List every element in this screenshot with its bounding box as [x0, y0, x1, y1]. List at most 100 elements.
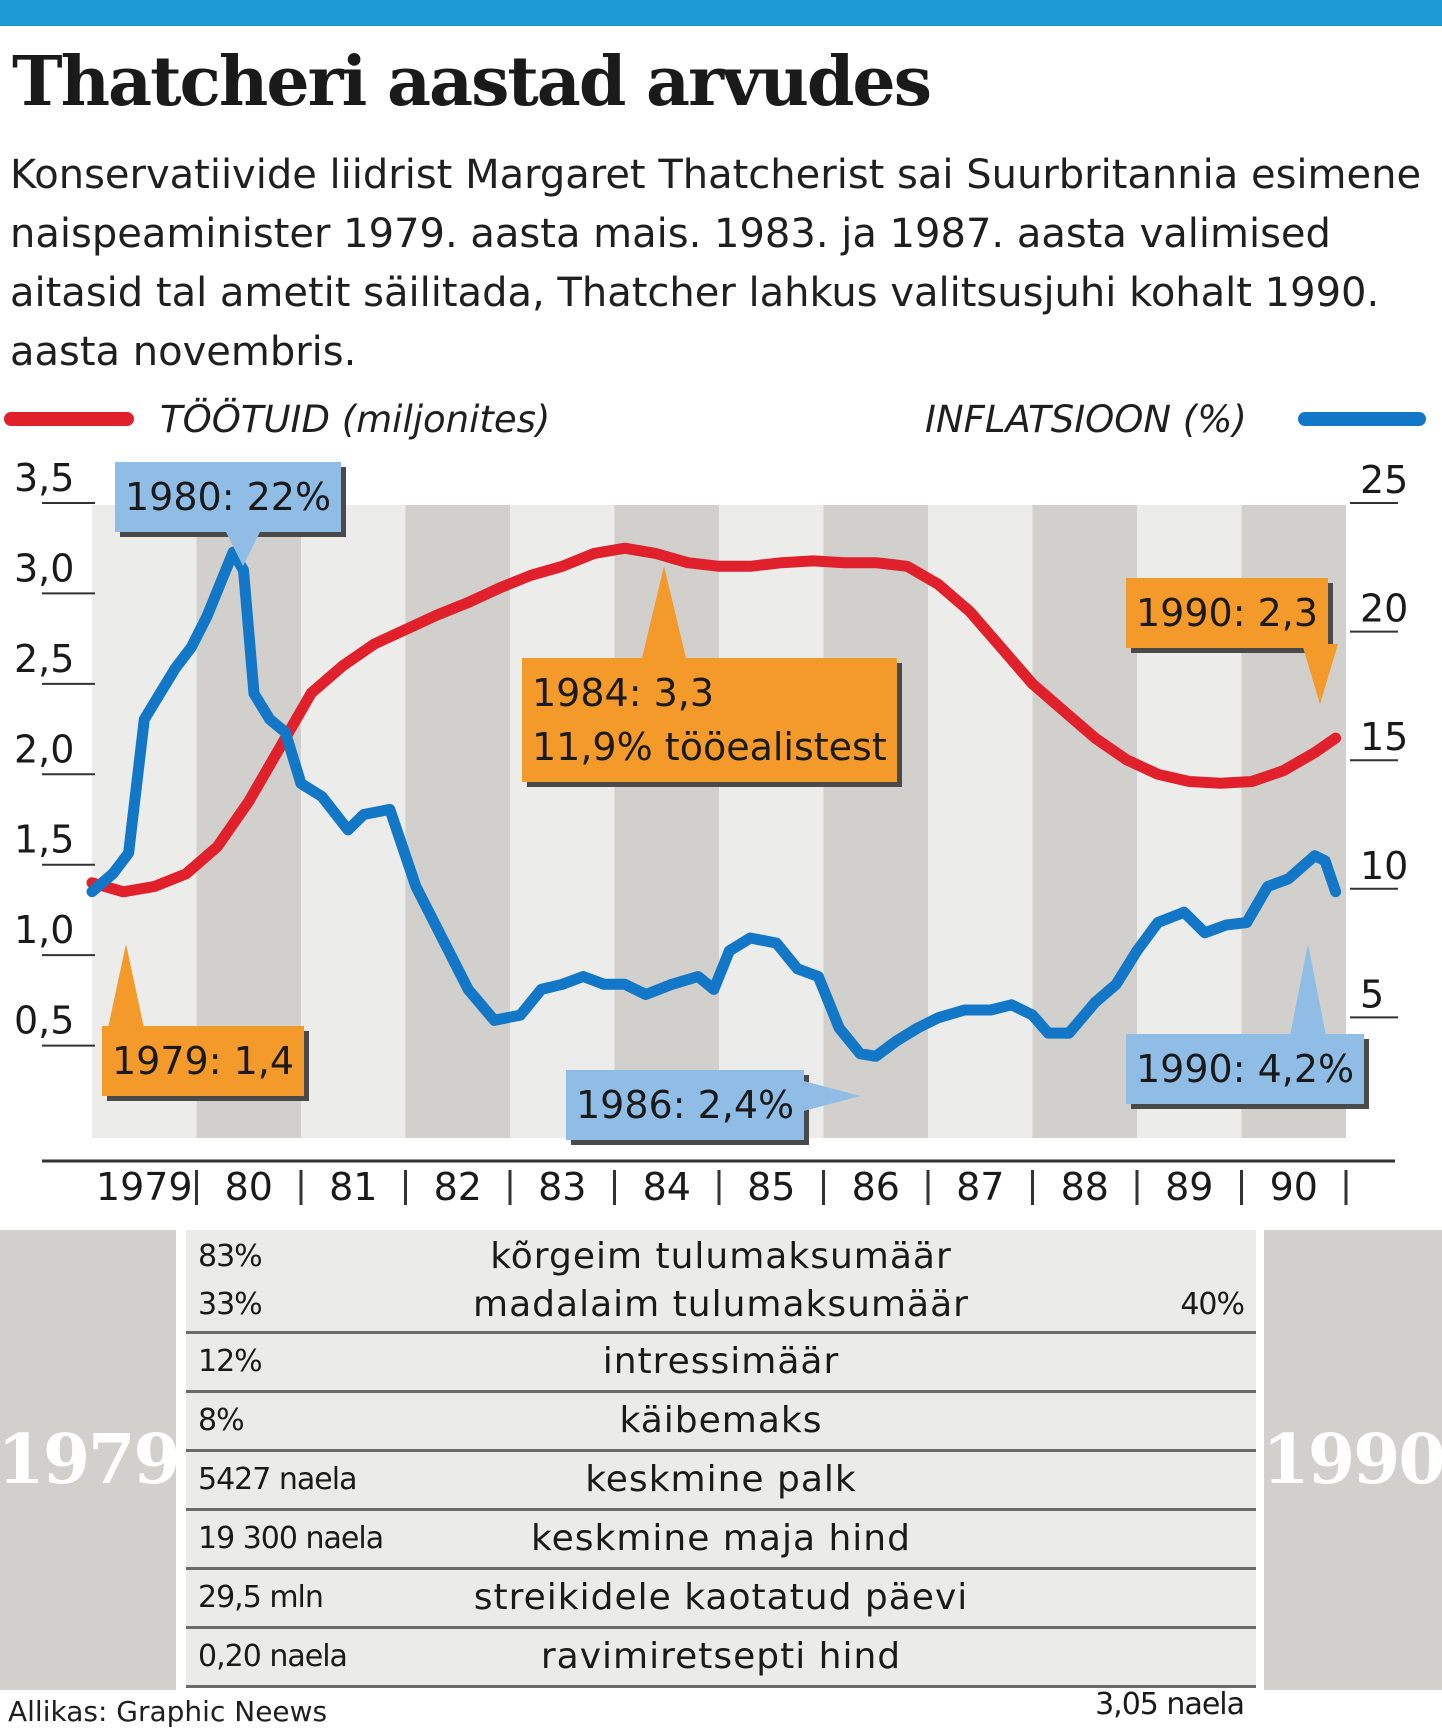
year-stripe: [928, 505, 1033, 1138]
left-tick-label: 2,5: [14, 637, 74, 681]
comparison-table: 1979 83% kõrgeim tulumaksumäär 40% 33% madal…: [0, 1230, 1442, 1722]
x-tick-label: 80: [225, 1165, 273, 1209]
unemployment-legend-swatch: [4, 412, 134, 426]
row-label: kõrgeim tulumaksumäär: [490, 1235, 952, 1277]
intro-text: Konservatiivide liidrist Margaret Thatch…: [10, 152, 1422, 375]
year-1979-box: 1979: [0, 1230, 181, 1690]
row-label: keskmine palk: [585, 1459, 857, 1500]
value-1979: 83%: [198, 1238, 263, 1274]
callout-1979-text: 1979: 1,4: [112, 1039, 295, 1083]
callout-1980-pointer: [225, 530, 261, 566]
value-1979: 19 300 naela: [198, 1521, 384, 1556]
x-tick-label: 86: [852, 1165, 900, 1209]
x-tick-label: 88: [1061, 1165, 1109, 1209]
callout-1984-line1: 1984: 3,3: [532, 671, 715, 715]
top-accent-bar: [0, 0, 1442, 26]
value-1990: 3,05 naela: [1095, 1687, 1245, 1722]
left-tick-label: 3,0: [14, 546, 74, 590]
line-chart: 1979 80 81 82 83 84 85 86 87 88 89 90 3,5 3,0 2,5 2,0 1,…: [14, 456, 1408, 1209]
inflation-line: [86, 546, 1342, 1062]
x-tick-label: 81: [329, 1165, 377, 1209]
row-label: streikidele kaotatud päevi: [473, 1577, 969, 1618]
value-1979: 5427 naela: [198, 1462, 357, 1497]
callout-1990-unemployment: 1990: 2,3: [1126, 578, 1329, 648]
x-tick-label: 84: [643, 1165, 691, 1209]
callout-1980-text: 1980: 22%: [125, 475, 332, 519]
year-stripe: [405, 505, 510, 1138]
left-tick-label: 3,5: [14, 456, 74, 500]
table-row-line: 83% kõrgeim tulumaksumäär 40%: [186, 1233, 1256, 1322]
table-row-line: 33%madalaim tulumaksumäär25%: [186, 1281, 1256, 1370]
callout-1986-inflation: 1986: 2,4%: [566, 1070, 805, 1140]
x-tick-label: 85: [747, 1165, 795, 1209]
row-label: käibemaks: [619, 1400, 823, 1441]
x-tick-label: 83: [538, 1165, 586, 1209]
table-row: 0,20 naela ravimiretsepti hind 3,05 naela: [186, 1629, 1256, 1722]
comparison-rows: 83% kõrgeim tulumaksumäär 40% 33% madalaim t…: [186, 1230, 1256, 1722]
table-row: 12%intressimäär13,8%: [186, 1334, 1256, 1427]
axis-ticks: 1979 80 81 82 83 84 85 86 87 88 89 90 3,5 3,0 2,5 2,0 1,…: [14, 456, 1408, 1209]
callout-1990-unemp-pointer: [1302, 644, 1338, 704]
source-note: Allikas: Graphic Neews: [8, 1695, 328, 1728]
callout-1984-pointer: [642, 566, 686, 658]
right-tick-label: 15: [1360, 715, 1408, 759]
left-tick-label: 0,5: [14, 999, 74, 1043]
unemployment-line: [86, 542, 1342, 898]
left-tick-label: 2,0: [14, 727, 74, 771]
value-1979: 33%: [198, 1286, 263, 1322]
unemployment-legend-label: TÖÖTUID (miljonites): [160, 398, 551, 441]
left-tick-label: 1,5: [14, 818, 74, 862]
x-tick-label: 87: [956, 1165, 1004, 1209]
right-tick-label: 5: [1360, 972, 1384, 1016]
value-1979: 0,20 naela: [198, 1639, 348, 1674]
table-row-line: 0,20 naela ravimiretsepti hind 3,05 naela: [186, 1633, 1256, 1722]
row-label: intressimäär: [602, 1341, 840, 1382]
inflation-legend-swatch: [1298, 412, 1426, 426]
inflation-legend-label: INFLATSIOON (%): [925, 398, 1247, 441]
left-tick-label: 1,0: [14, 908, 74, 952]
callout-1990-infl-text: 1990: 4,2%: [1136, 1047, 1355, 1091]
callout-1984-unemployment: 1984: 3,3 11,9% tööealistest: [522, 658, 897, 782]
table-row-line: 12%intressimäär13,8%: [186, 1338, 1256, 1427]
value-1990: 40%: [1180, 1286, 1245, 1322]
x-tick-label: 89: [1165, 1165, 1213, 1209]
year-stripe: [1032, 505, 1137, 1138]
callout-1979-pointer: [108, 944, 144, 1028]
year-stripes: [92, 505, 1346, 1138]
callout-1980-inflation: 1980: 22%: [115, 462, 342, 532]
value-1979: 12%: [198, 1344, 263, 1379]
table-row: 83% kõrgeim tulumaksumäär 40% 33% madalaim t…: [186, 1230, 1256, 1370]
table-row: 8%käibemaks15%: [186, 1393, 1256, 1486]
row-label: madalaim tulumaksumäär: [473, 1283, 969, 1325]
page-title: Thatcheri aastad arvudes: [12, 42, 932, 122]
right-tick-label: 25: [1360, 458, 1408, 502]
chart-series: [86, 542, 1342, 1062]
row-label: keskmine maja hind: [531, 1518, 911, 1559]
year-stripe: [823, 505, 928, 1138]
x-tick-label: 90: [1270, 1165, 1318, 1209]
x-tick-label: 82: [434, 1165, 482, 1209]
callout-1990-unemp-text: 1990: 2,3: [1136, 591, 1319, 635]
value-1979: 29,5 mln: [198, 1580, 324, 1615]
year-stripe: [510, 505, 615, 1138]
callout-1979-unemployment: 1979: 1,4: [102, 1026, 305, 1096]
x-tick-label: 1979: [96, 1165, 193, 1209]
callout-1986-pointer: [800, 1080, 860, 1112]
callout-1986-text: 1986: 2,4%: [576, 1083, 795, 1127]
right-tick-label: 20: [1360, 587, 1408, 631]
year-1990-box: 1990: [1262, 1230, 1442, 1690]
table-row-line: 8%käibemaks15%: [186, 1397, 1256, 1486]
row-label: ravimiretsepti hind: [540, 1636, 902, 1677]
callout-1984-line2: 11,9% tööealistest: [532, 725, 887, 769]
right-tick-label: 10: [1360, 844, 1408, 888]
value-1979: 8%: [198, 1403, 245, 1438]
year-stripe: [719, 505, 824, 1138]
callout-1990-inflation: 1990: 4,2%: [1126, 1034, 1365, 1104]
callout-1990-infl-pointer: [1290, 944, 1326, 1036]
